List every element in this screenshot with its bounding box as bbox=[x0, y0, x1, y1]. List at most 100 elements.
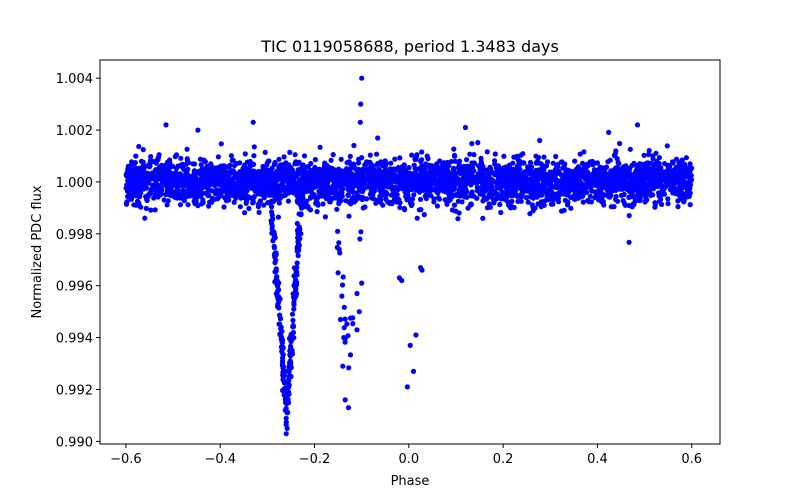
data-point bbox=[550, 160, 556, 166]
data-point bbox=[487, 167, 493, 173]
data-point bbox=[524, 183, 531, 189]
data-point bbox=[590, 175, 596, 182]
data-point bbox=[511, 169, 517, 175]
data-point bbox=[347, 352, 354, 358]
data-point bbox=[192, 196, 198, 202]
data-point bbox=[390, 186, 396, 192]
data-point bbox=[249, 161, 255, 167]
data-point bbox=[344, 321, 350, 327]
data-point bbox=[155, 170, 161, 176]
data-point bbox=[237, 204, 243, 210]
data-point bbox=[474, 195, 480, 201]
data-point bbox=[438, 170, 444, 176]
data-point bbox=[408, 202, 415, 209]
data-point bbox=[345, 173, 351, 179]
data-point bbox=[180, 161, 186, 167]
data-point bbox=[401, 166, 407, 172]
data-point bbox=[535, 180, 541, 186]
data-point bbox=[489, 192, 495, 198]
data-point bbox=[589, 158, 596, 165]
data-point bbox=[653, 167, 659, 173]
data-point bbox=[332, 195, 338, 201]
data-point bbox=[451, 146, 457, 152]
data-point bbox=[613, 179, 619, 185]
data-point bbox=[346, 213, 352, 219]
data-point bbox=[191, 174, 197, 180]
data-point bbox=[480, 215, 486, 221]
data-point bbox=[550, 192, 556, 198]
data-point bbox=[279, 344, 285, 350]
data-point bbox=[645, 167, 651, 173]
data-point bbox=[520, 183, 526, 189]
data-point bbox=[340, 274, 346, 280]
data-point bbox=[211, 182, 218, 188]
data-point bbox=[498, 179, 504, 185]
data-point bbox=[399, 277, 405, 284]
data-point bbox=[272, 178, 278, 184]
data-point bbox=[247, 195, 253, 201]
data-point bbox=[333, 173, 339, 179]
data-point bbox=[360, 180, 366, 186]
data-point bbox=[684, 194, 691, 200]
data-point bbox=[328, 196, 334, 202]
data-point bbox=[242, 210, 248, 216]
data-point bbox=[587, 184, 593, 190]
data-point bbox=[294, 281, 300, 287]
data-point bbox=[269, 204, 275, 210]
data-point bbox=[248, 179, 255, 185]
data-point bbox=[281, 386, 287, 393]
data-point bbox=[345, 187, 351, 193]
data-point bbox=[315, 171, 321, 177]
data-point bbox=[417, 184, 423, 190]
data-point bbox=[358, 101, 364, 107]
data-point bbox=[520, 151, 526, 157]
data-point bbox=[283, 192, 289, 198]
data-point bbox=[376, 168, 382, 175]
data-point bbox=[635, 197, 641, 203]
data-point bbox=[190, 161, 196, 167]
data-point bbox=[225, 196, 231, 202]
data-point bbox=[359, 280, 365, 286]
data-point bbox=[188, 188, 194, 194]
data-point bbox=[633, 182, 639, 188]
data-point bbox=[421, 212, 427, 218]
data-point bbox=[334, 206, 340, 212]
data-point bbox=[562, 190, 568, 196]
data-point bbox=[516, 185, 523, 191]
data-point bbox=[434, 189, 440, 195]
data-point bbox=[202, 184, 209, 190]
data-point bbox=[558, 172, 564, 178]
data-point bbox=[294, 161, 300, 167]
data-point bbox=[282, 407, 288, 413]
data-point bbox=[580, 193, 586, 199]
data-point bbox=[495, 195, 501, 201]
data-point bbox=[284, 425, 290, 431]
data-point bbox=[218, 174, 224, 180]
data-point bbox=[127, 173, 133, 179]
data-point bbox=[358, 229, 364, 235]
data-point bbox=[186, 182, 192, 188]
data-point bbox=[291, 306, 297, 312]
data-point bbox=[503, 185, 509, 191]
data-point bbox=[468, 176, 474, 182]
data-point bbox=[292, 180, 298, 186]
data-point bbox=[418, 207, 424, 213]
plot-frame bbox=[99, 59, 721, 445]
data-point bbox=[501, 153, 507, 159]
data-point bbox=[676, 164, 682, 170]
data-point bbox=[504, 169, 510, 175]
data-point bbox=[608, 193, 614, 199]
data-point bbox=[367, 166, 373, 172]
data-point bbox=[334, 244, 340, 250]
data-point bbox=[277, 321, 283, 327]
data-point bbox=[309, 181, 315, 187]
data-point bbox=[661, 174, 667, 180]
data-point bbox=[286, 369, 292, 375]
data-point bbox=[163, 122, 169, 128]
data-point bbox=[626, 213, 632, 219]
data-point bbox=[322, 163, 328, 169]
data-point bbox=[359, 75, 365, 81]
data-point bbox=[328, 157, 334, 163]
data-point bbox=[300, 162, 306, 168]
data-point bbox=[317, 144, 323, 150]
